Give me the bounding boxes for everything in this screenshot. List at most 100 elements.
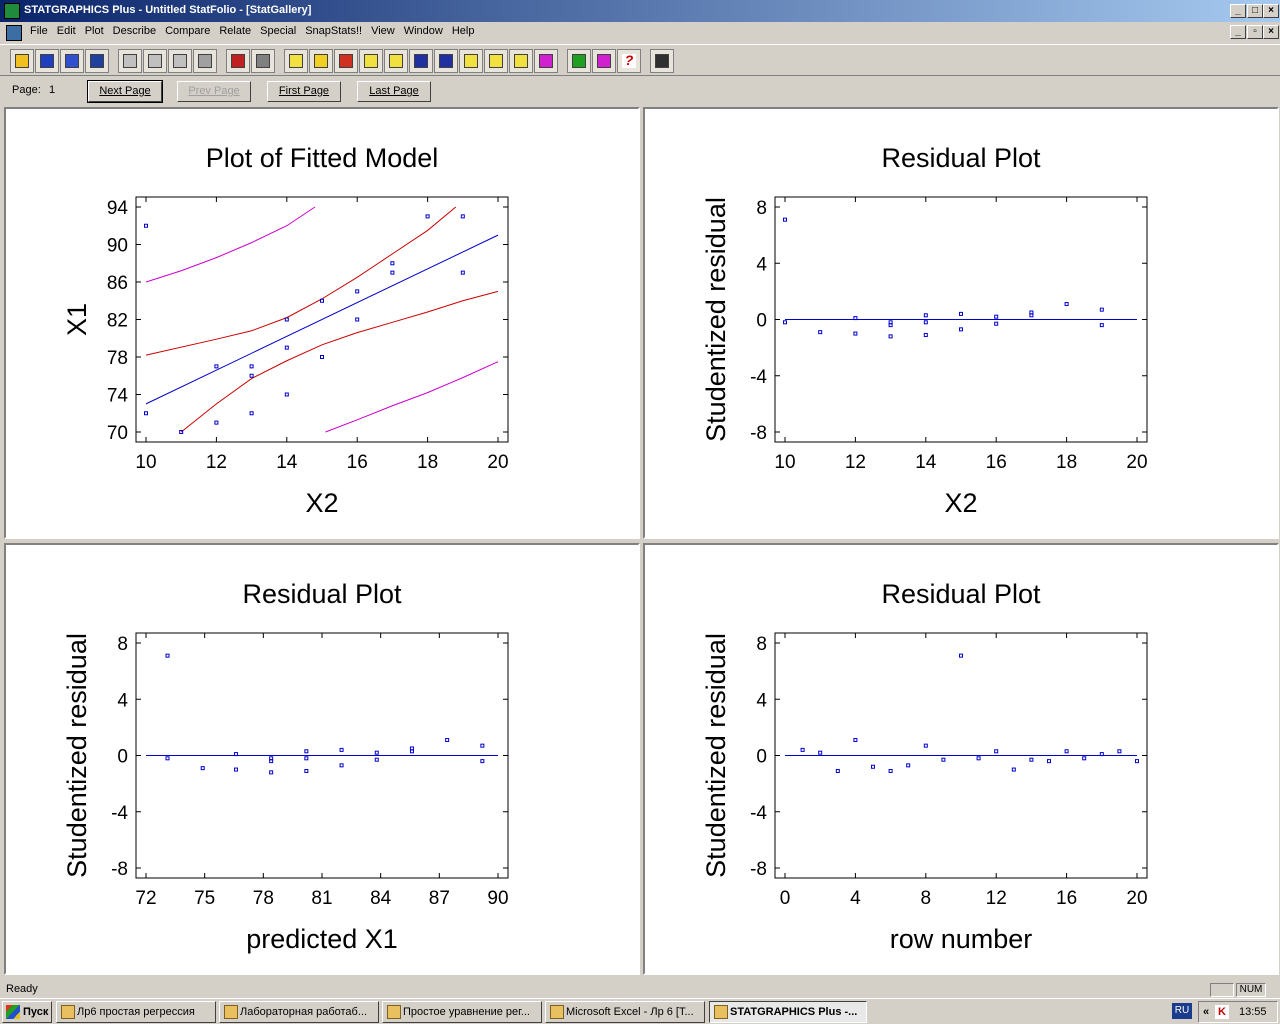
matrix-button[interactable] <box>384 49 408 73</box>
doc-restore-button[interactable]: ▫ <box>1247 25 1263 39</box>
data-point <box>923 332 928 337</box>
status-text: Ready <box>6 983 38 995</box>
start-button[interactable]: Пуск <box>2 1001 52 1023</box>
print-button[interactable] <box>226 49 250 73</box>
data-point <box>1099 307 1104 312</box>
boxplot-button[interactable] <box>309 49 333 73</box>
copy-button[interactable] <box>143 49 167 73</box>
tree-button[interactable] <box>509 49 533 73</box>
taskbar-item[interactable]: Microsoft Excel - Лр 6 [Т... <box>545 1001 705 1023</box>
distribution-button[interactable] <box>434 49 458 73</box>
data-point <box>390 270 395 275</box>
y-axis-label: Studentized residual <box>701 197 731 442</box>
calculator-button[interactable] <box>650 49 674 73</box>
menu-view[interactable]: View <box>371 25 395 37</box>
x-tick-label: 18 <box>417 452 438 473</box>
residual-x2-chart: Residual Plot 10 12 14 16 18 20 -8 -4 0 4 8 X2 Studen… <box>701 143 1148 518</box>
data-point <box>284 317 289 322</box>
globe-button[interactable] <box>484 49 508 73</box>
y-tick-label: 0 <box>756 311 767 332</box>
taskbar-item[interactable]: Простое уравнение рег... <box>382 1001 542 1023</box>
data-point <box>320 298 324 303</box>
save-button[interactable] <box>35 49 59 73</box>
wizard-icon <box>597 54 611 68</box>
data-point <box>320 355 324 359</box>
x-tick-label: 16 <box>347 452 368 473</box>
barchart-button[interactable] <box>334 49 358 73</box>
data-point <box>1064 302 1069 307</box>
menu-plot[interactable]: Plot <box>84 25 104 37</box>
title-bar: STATGRAPHICS Plus - Untitled StatFolio -… <box>0 0 1280 22</box>
wizard-button[interactable] <box>592 49 616 73</box>
first-page-button[interactable]: First Page <box>267 81 341 102</box>
kaspersky-icon[interactable]: K <box>1215 1005 1229 1019</box>
language-indicator[interactable]: RU <box>1172 1003 1192 1019</box>
next-page-button[interactable]: Next Page <box>87 80 163 103</box>
data-button[interactable] <box>85 49 109 73</box>
show-hidden-icons[interactable]: « <box>1203 1006 1210 1018</box>
menu-bar: File Edit Plot Describe Compare Relate Special… <box>0 22 1280 42</box>
x-axis-label: X2 <box>305 488 338 518</box>
help-button[interactable]: ? <box>617 49 641 73</box>
pane-fitted-model[interactable]: Plot of Fitted Model 10 12 14 16 18 20 70 74 78 82… <box>4 107 640 539</box>
menu-window[interactable]: Window <box>403 25 443 37</box>
menu-describe[interactable]: Describe <box>112 25 157 37</box>
menu-help[interactable]: Help <box>451 25 475 37</box>
page-label: Page: <box>12 84 41 96</box>
spreadsheet-button[interactable] <box>60 49 84 73</box>
forward-button[interactable] <box>567 49 591 73</box>
cut-button[interactable] <box>118 49 142 73</box>
y-tick-label: 8 <box>756 634 767 655</box>
y-tick-label: 90 <box>107 236 128 257</box>
menu-file[interactable]: File <box>30 25 48 37</box>
document-icon[interactable] <box>6 25 22 41</box>
x-tick-label: 75 <box>194 888 215 909</box>
data-point <box>339 747 344 752</box>
excel-icon <box>550 1005 564 1019</box>
glm-button[interactable] <box>534 49 558 73</box>
maximize-button[interactable]: □ <box>1247 4 1263 18</box>
data-point <box>374 757 379 762</box>
x-tick-label: 87 <box>429 888 450 909</box>
paste-button[interactable] <box>168 49 192 73</box>
menu-relate[interactable]: Relate <box>219 25 252 37</box>
data-point <box>994 321 999 326</box>
open-button[interactable] <box>10 49 34 73</box>
data-point <box>835 768 840 773</box>
data-point <box>233 767 238 772</box>
pane-residual-x2[interactable]: Residual Plot 10 12 14 16 18 20 -8 -4 0 4 8 X2 Studen… <box>643 107 1279 539</box>
taskbar-item[interactable]: Лабораторная работаб... <box>219 1001 379 1023</box>
data-point <box>783 217 787 222</box>
data-point <box>1117 749 1122 754</box>
pane-residual-predicted[interactable]: Residual Plot 72 75 78 81 84 87 90 -8 -4 0 4 8 predic… <box>4 543 640 975</box>
linechart-button[interactable] <box>409 49 433 73</box>
xy-button[interactable] <box>359 49 383 73</box>
menu-snapstats[interactable]: SnapStats!! <box>305 25 363 37</box>
undo-icon <box>198 54 212 68</box>
page-bar: Page: 1 Next Page Prev Page First Page L… <box>0 78 1280 104</box>
x-tick-label: 20 <box>487 452 508 473</box>
menu-special[interactable]: Special <box>260 25 297 37</box>
doc-close-button[interactable]: × <box>1263 25 1279 39</box>
last-page-button[interactable]: Last Page <box>357 81 431 102</box>
menu-compare[interactable]: Compare <box>165 25 211 37</box>
taskbar-item[interactable]: STATGRAPHICS Plus -... <box>709 1001 867 1023</box>
doc-minimize-button[interactable]: _ <box>1230 25 1246 39</box>
close-button[interactable]: × <box>1263 4 1279 18</box>
menu-edit[interactable]: Edit <box>56 25 76 37</box>
minimize-button[interactable]: _ <box>1230 4 1246 18</box>
undo-button[interactable] <box>193 49 217 73</box>
x-tick-label: 18 <box>1056 452 1077 473</box>
print-preview-button[interactable] <box>251 49 275 73</box>
prev-page-button[interactable]: Prev Page <box>177 81 251 102</box>
help-icon: ? <box>622 53 636 68</box>
pane-residual-row[interactable]: Residual Plot 0 4 8 12 16 20 -8 -4 0 4 8 row number S… <box>643 543 1279 975</box>
print-preview-icon <box>256 54 270 68</box>
taskbar-item[interactable]: Лр6 простая регрессия <box>56 1001 216 1023</box>
timeseries-button[interactable] <box>459 49 483 73</box>
data-point <box>1029 313 1034 318</box>
scatter-button[interactable] <box>284 49 308 73</box>
app-icon <box>4 3 20 19</box>
linechart-icon <box>414 54 428 68</box>
clock: 13:55 <box>1239 1006 1267 1018</box>
